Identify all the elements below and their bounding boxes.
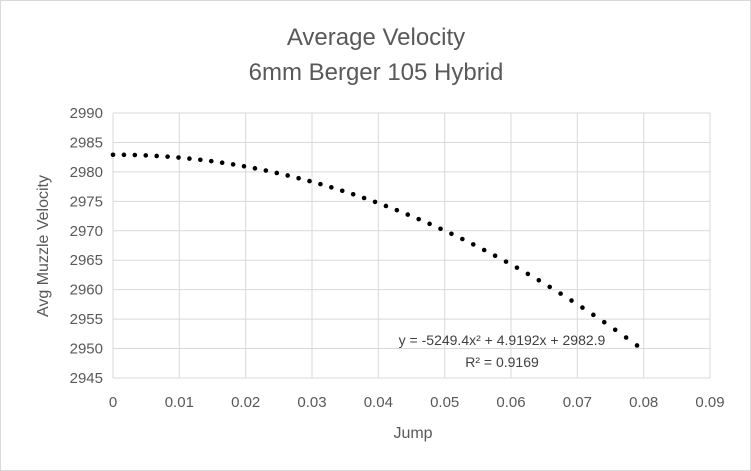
- x-tick-label: 0: [109, 394, 117, 411]
- y-tick-label: 2950: [70, 341, 103, 358]
- trendline-point: [634, 343, 640, 348]
- trendline-point: [208, 158, 214, 164]
- trendline-point: [612, 327, 618, 333]
- trendline-point: [187, 156, 192, 161]
- trendline-point: [165, 154, 170, 159]
- x-tick-label: 0.03: [297, 394, 326, 411]
- trendline-point: [601, 319, 607, 325]
- x-tick-label: 0.08: [629, 394, 658, 411]
- chart-subtitle: 6mm Berger 105 Hybrid: [249, 59, 504, 86]
- trendline-point: [503, 259, 509, 264]
- y-tick-label: 2965: [70, 252, 103, 269]
- trendline-point: [372, 199, 378, 205]
- trendline-points: [110, 152, 640, 348]
- trendline-point: [416, 216, 421, 222]
- x-gridlines: [112, 113, 711, 378]
- x-tick-label: 0.06: [496, 394, 525, 411]
- trendline-point: [470, 242, 476, 247]
- trendline-point: [394, 207, 400, 213]
- x-tick-labels: 0 0.01 0.02 0.03 0.04 0.05 0.06 0.07 0.08 0.09: [109, 394, 725, 411]
- trendline-point: [274, 170, 280, 176]
- y-tick-label: 2970: [70, 223, 103, 240]
- y-tick-label: 2980: [70, 164, 103, 181]
- trendline-point: [296, 175, 301, 181]
- trendline-point: [143, 153, 149, 158]
- trendline-point: [481, 247, 487, 253]
- trendline-point: [383, 203, 389, 209]
- r-squared-label: R² = 0.9169: [465, 354, 539, 370]
- trendline-point: [460, 236, 465, 242]
- trendline-point: [241, 164, 247, 169]
- trendline-point: [558, 291, 563, 296]
- trendline-point: [230, 162, 236, 167]
- trendline-point: [591, 312, 596, 318]
- trendline-point: [492, 253, 498, 259]
- trendline-point: [339, 188, 345, 194]
- trendline-point: [514, 265, 520, 270]
- x-tick-label: 0.07: [563, 394, 592, 411]
- trendline-point: [438, 226, 443, 232]
- trendline-point: [219, 160, 225, 166]
- y-axis-title: Avg Muzzle Velocity: [35, 175, 52, 317]
- trendline-point: [307, 178, 312, 184]
- trendline-point: [132, 152, 138, 158]
- trendline-point: [427, 221, 432, 227]
- y-tick-labels: 2945 2950 2955 2960 2965 2970 2975 2980 2985 2990: [70, 105, 103, 387]
- trendline-equation: y = -5249.4x² + 4.9192x + 2982.9: [399, 332, 606, 348]
- trendline-point: [121, 152, 127, 158]
- chart-title: Average Velocity: [287, 24, 465, 51]
- trendline-point: [525, 271, 531, 277]
- y-tick-label: 2945: [70, 370, 103, 387]
- y-tick-label: 2960: [70, 282, 103, 299]
- trendline-point: [405, 212, 411, 217]
- trendline-point: [198, 157, 203, 163]
- trendline-point: [350, 191, 356, 197]
- trendline-point: [110, 152, 116, 158]
- trendline-point: [536, 278, 542, 283]
- y-tick-label: 2985: [70, 134, 103, 151]
- trendline-point: [176, 155, 181, 160]
- y-gridlines: [113, 112, 710, 379]
- trendline-point: [154, 153, 159, 159]
- trendline-point: [569, 298, 574, 303]
- trendline-point: [263, 168, 269, 173]
- trendline-point: [580, 305, 585, 310]
- x-tick-label: 0.05: [430, 394, 459, 411]
- x-tick-label: 0.09: [695, 394, 724, 411]
- trendline-point: [449, 231, 454, 237]
- trendline-point: [318, 181, 323, 187]
- trendline-point: [285, 173, 290, 178]
- x-tick-label: 0.02: [231, 394, 260, 411]
- trendline-point: [361, 195, 367, 201]
- x-tick-label: 0.01: [165, 394, 194, 411]
- trendline-point: [547, 284, 552, 290]
- y-tick-label: 2990: [70, 105, 103, 122]
- x-tick-label: 0.04: [364, 394, 393, 411]
- x-axis-title: Jump: [393, 425, 432, 442]
- trendline-point: [623, 335, 629, 340]
- y-tick-label: 2975: [70, 193, 103, 210]
- y-tick-label: 2955: [70, 311, 103, 328]
- trendline-point: [252, 166, 258, 171]
- trendline-point: [329, 185, 334, 190]
